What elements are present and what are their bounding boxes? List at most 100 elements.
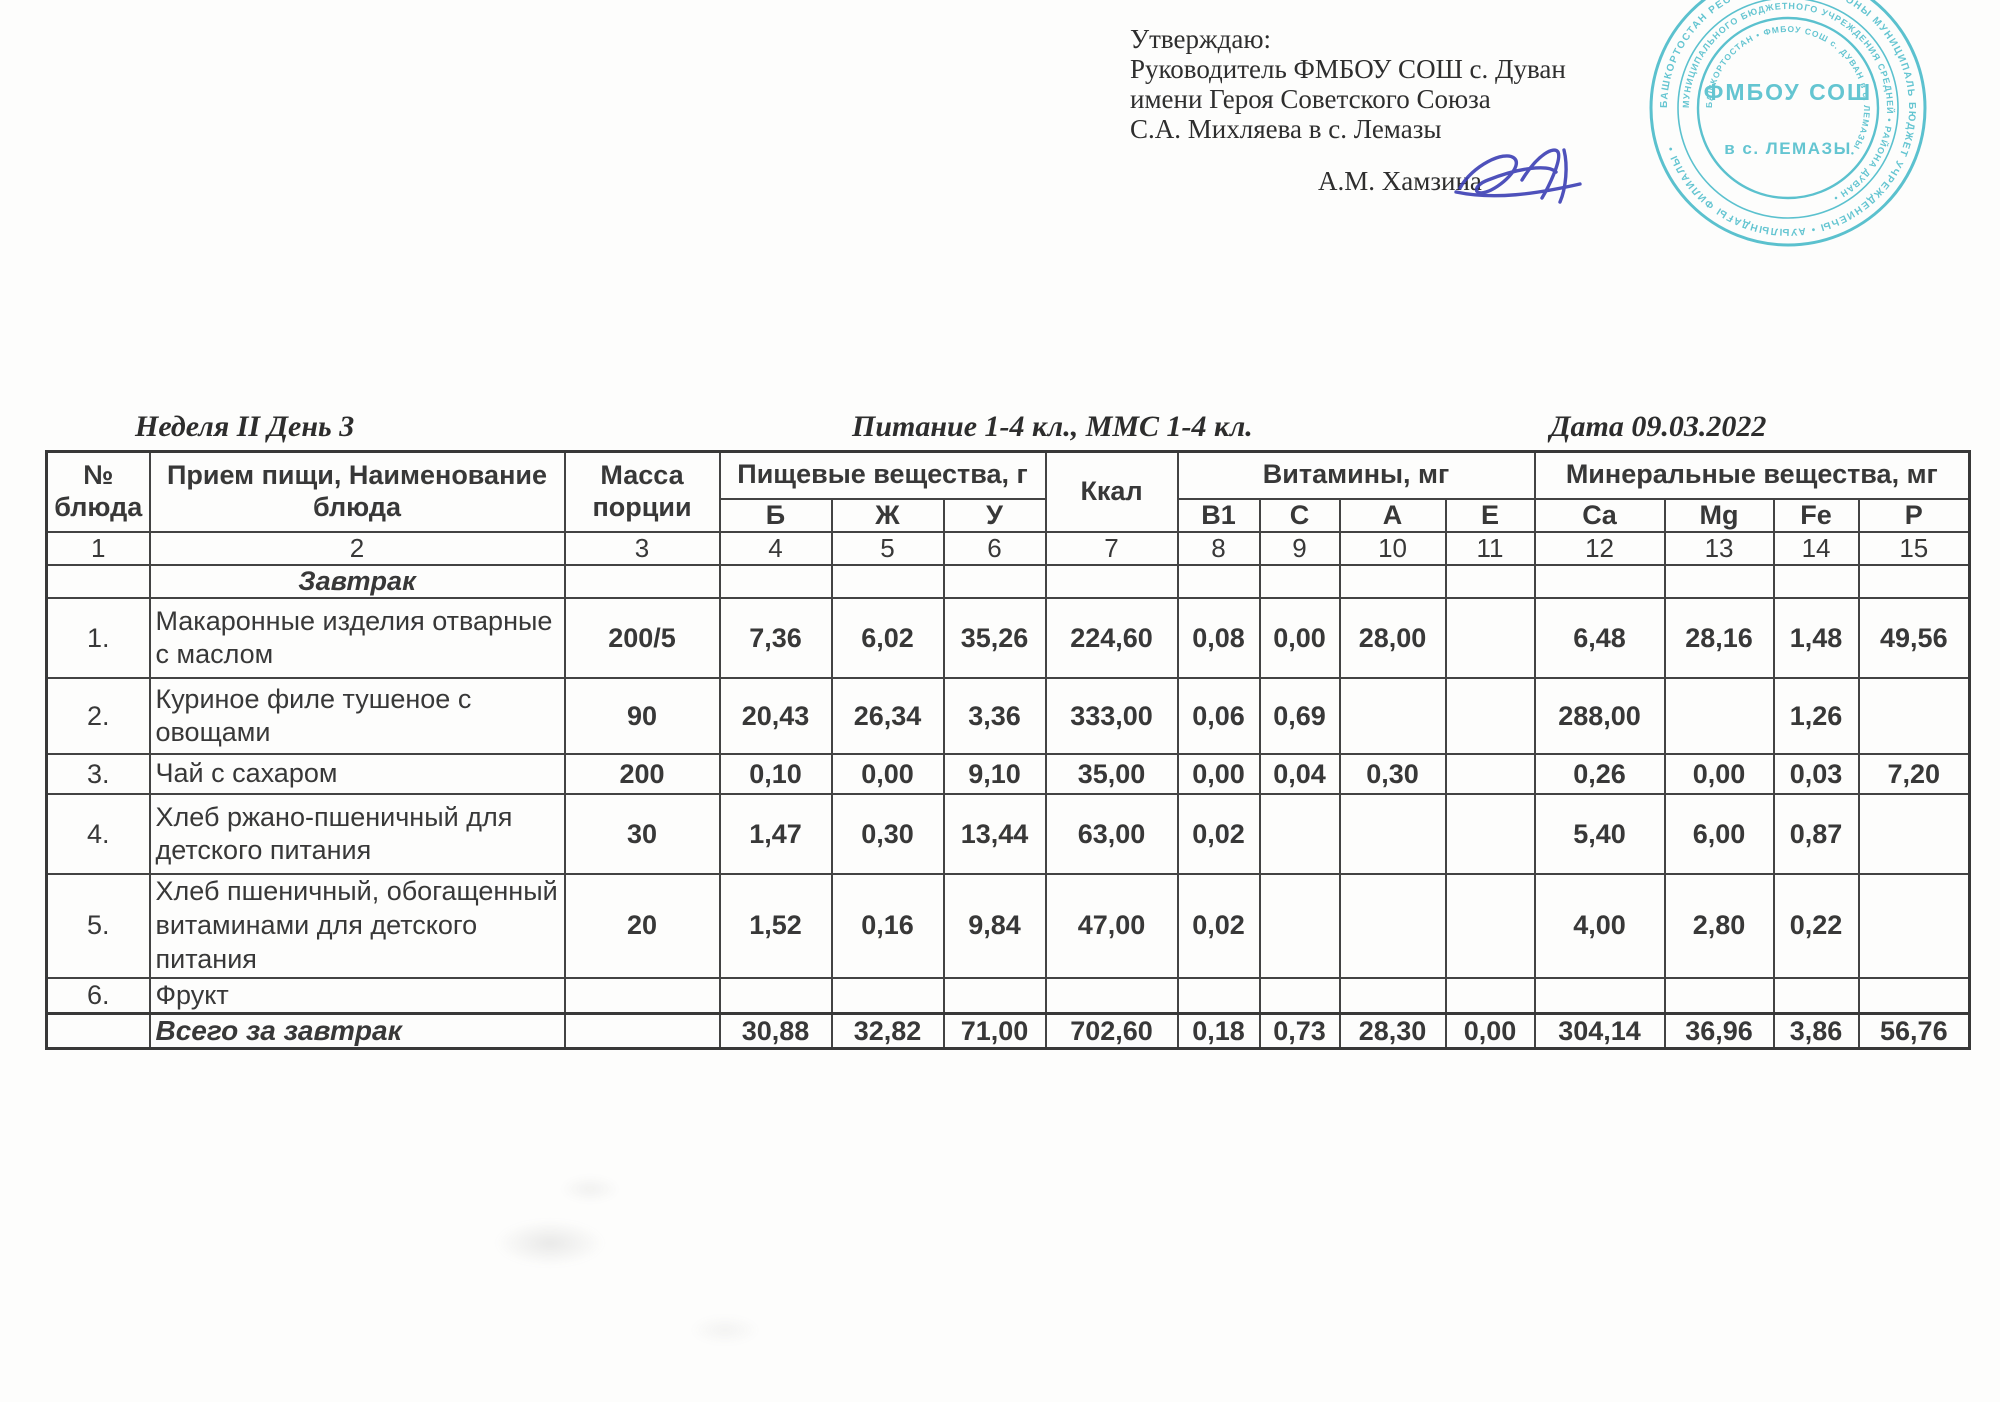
cell-kcal (1044, 976, 1179, 1015)
cell-a: 28,00 (1338, 597, 1447, 680)
cell-kcal: 333,00 (1044, 677, 1179, 756)
empty-cell (1176, 564, 1261, 600)
total-row: Всего за завтрак 30,88 32,82 71,00 702,60 0,1… (45, 1012, 1971, 1051)
header-vitamin-b1: В1 (1176, 497, 1261, 534)
column-number: 6 (942, 531, 1047, 567)
svg-text:МУНИЦИПАЛЬНОГО БЮДЖЕТНОГО УЧРЕ: МУНИЦИПАЛЬНОГО БЮДЖЕТНОГО УЧРЕЖДЕНИЯ СРЕ… (1681, 1, 1896, 204)
cell-name: Куриное филе тушеное с овощами (148, 677, 566, 756)
header-fat: Ж (830, 497, 945, 534)
empty-cell (45, 564, 151, 600)
cell-no: 1. (45, 597, 151, 680)
cell-p (1857, 873, 1971, 979)
empty-cell (1258, 564, 1341, 600)
cell-e (1444, 753, 1536, 796)
column-number: 14 (1772, 531, 1860, 567)
column-number: 7 (1044, 531, 1179, 567)
header-portion-mass: Масса порции (563, 450, 721, 534)
cell-mg: 28,16 (1663, 597, 1775, 680)
cell-b1 (1176, 976, 1261, 1015)
cell-fe (1772, 976, 1860, 1015)
cell-c: 0,69 (1258, 677, 1341, 756)
approval-line-3: имени Героя Советского Союза (1130, 84, 1491, 114)
total-u: 71,00 (942, 1012, 1047, 1051)
approval-line-4: С.А. Михляева в с. Лемазы (1130, 114, 1442, 144)
column-number: 2 (148, 531, 566, 567)
approval-line-2: Руководитель ФМБОУ СОШ с. Дуван (1130, 54, 1566, 84)
header-minerals-group: Минеральные вещества, мг (1533, 450, 1971, 500)
header-sub-row: Б Ж У В1 С А Е Ca Mg Fe P (47, 497, 1971, 534)
table-row: 2. Куриное филе тушеное с овощами 90 20,43 2… (45, 677, 1971, 756)
empty-cell (45, 1012, 151, 1051)
total-p: 56,76 (1857, 1012, 1971, 1051)
cell-c (1258, 793, 1341, 876)
cell-b: 20,43 (718, 677, 833, 756)
cell-u: 3,36 (942, 677, 1047, 756)
cell-fe: 0,22 (1772, 873, 1860, 979)
cell-e (1444, 677, 1536, 756)
total-e: 0,00 (1444, 1012, 1536, 1051)
column-numbers-row: 1 2 3 4 5 6 7 8 9 10 11 12 13 14 15 (45, 531, 1971, 567)
cell-b1: 0,02 (1176, 873, 1261, 979)
column-number: 1 (45, 531, 151, 567)
column-number: 8 (1176, 531, 1261, 567)
empty-cell (1444, 564, 1536, 600)
cell-ca: 288,00 (1533, 677, 1666, 756)
cell-ca: 0,26 (1533, 753, 1666, 796)
cell-no: 6. (45, 976, 151, 1015)
header-p: P (1857, 497, 1971, 534)
scan-smudge (560, 1175, 620, 1203)
cell-mg: 2,80 (1663, 873, 1775, 979)
cell-b1: 0,08 (1176, 597, 1261, 680)
stamp-center-line-1: ФМБОУ СОШ (1704, 79, 1872, 105)
cell-mg: 0,00 (1663, 753, 1775, 796)
cell-c: 0,00 (1258, 597, 1341, 680)
cell-b: 1,47 (718, 793, 833, 876)
total-label: Всего за завтрак (148, 1012, 566, 1051)
column-number: 12 (1533, 531, 1666, 567)
menu-table: № блюда Прием пищи, Наименование блюда М… (45, 450, 1972, 1051)
cell-b1: 0,06 (1176, 677, 1261, 756)
cell-e (1444, 976, 1536, 1015)
cell-mass (563, 976, 721, 1015)
cell-c (1258, 976, 1341, 1015)
cell-no: 4. (45, 793, 151, 876)
stamp-ring-middle-text: МУНИЦИПАЛЬНОГО БЮДЖЕТНОГО УЧРЕЖДЕНИЯ СРЕ… (1681, 1, 1895, 204)
svg-text:БАШКОРТОСТАН • ФМБОУ СОШ с. ДУ: БАШКОРТОСТАН • ФМБОУ СОШ с. ДУВАН в с. Л… (1704, 24, 1872, 159)
cell-p: 49,56 (1857, 597, 1971, 680)
empty-cell (942, 564, 1047, 600)
scan-smudge (690, 1315, 760, 1345)
cell-e (1444, 597, 1536, 680)
total-kcal: 702,60 (1044, 1012, 1179, 1051)
header-ca: Ca (1533, 497, 1666, 534)
cell-a (1338, 793, 1447, 876)
cell-name: Макаронные изделия отварные с маслом (148, 597, 566, 680)
svg-text:БАШКОРТОСТАН РЕСПУБЛИКАҺЫ • РА: БАШКОРТОСТАН РЕСПУБЛИКАҺЫ • РАЙОНЫ МУНИЦ… (1659, 0, 1917, 237)
scan-smudge (495, 1220, 605, 1266)
cell-name: Чай с сахаром (148, 753, 566, 796)
cell-b1: 0,00 (1176, 753, 1261, 796)
cell-p (1857, 976, 1971, 1015)
cell-mg: 6,00 (1663, 793, 1775, 876)
cell-ca: 6,48 (1533, 597, 1666, 680)
table-title-line: Неделя II День 3 Питание 1-4 кл., ММС 1-… (0, 410, 2000, 450)
cell-b (718, 976, 833, 1015)
header-group-row: № блюда Прием пищи, Наименование блюда М… (45, 450, 1971, 534)
header-fe: Fe (1772, 497, 1860, 534)
cell-a: 0,30 (1338, 753, 1447, 796)
cell-mass: 200/5 (563, 597, 721, 680)
signature-autograph (1454, 148, 1582, 204)
cell-zh: 0,00 (830, 753, 945, 796)
cell-mass: 20 (563, 873, 721, 979)
cell-ca: 4,00 (1533, 873, 1666, 979)
stamp-ring-inner-text: БАШКОРТОСТАН • ФМБОУ СОШ с. ДУВАН в с. Л… (1704, 24, 1871, 159)
table-row: 5. Хлеб пшеничный, обогащенный витаминами… (45, 873, 1971, 979)
section-row: Завтрак (45, 564, 1971, 600)
total-a: 28,30 (1338, 1012, 1447, 1051)
column-number: 4 (718, 531, 833, 567)
cell-c: 0,04 (1258, 753, 1341, 796)
cell-mg (1663, 976, 1775, 1015)
cell-no: 3. (45, 753, 151, 796)
cell-ca: 5,40 (1533, 793, 1666, 876)
header-protein: Б (718, 497, 833, 534)
